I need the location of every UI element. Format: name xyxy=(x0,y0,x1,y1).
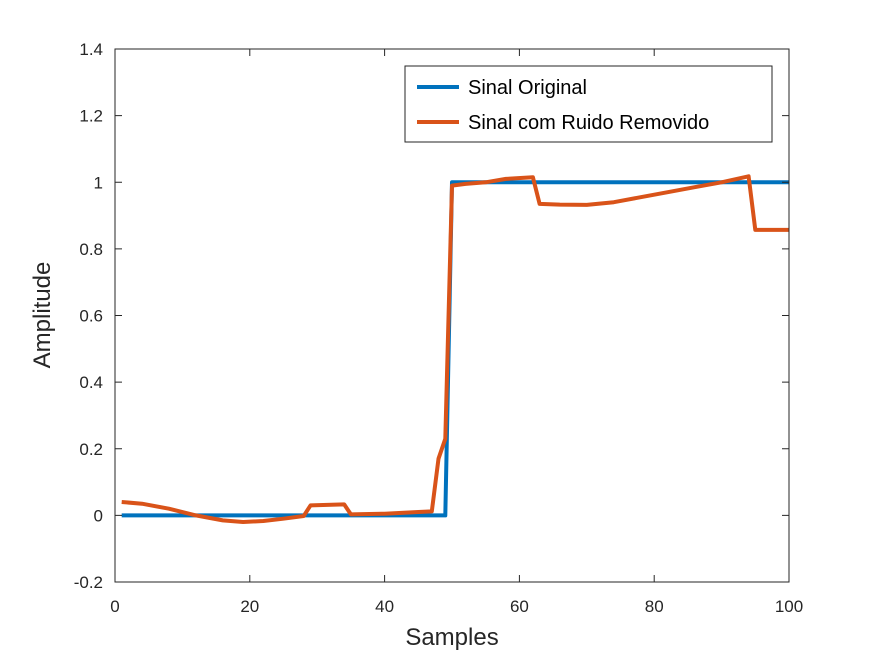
series-layer xyxy=(121,174,789,524)
tick-layer: 0 20 40 60 80 100 -0.2 0 0.2 0.4 0.6 0.8 1 1.2 1.4 xyxy=(74,40,803,616)
x-tick-label: 80 xyxy=(645,597,664,616)
y-tick-label: 1.2 xyxy=(79,107,103,126)
y-tick-label: 0.2 xyxy=(79,440,103,459)
series-line-sinal-com-ruido-removido xyxy=(121,174,789,524)
y-tick-label: 1.4 xyxy=(79,40,103,59)
y-tick-label: 0 xyxy=(94,506,103,525)
y-tick-label: 0.6 xyxy=(79,307,103,326)
legend-label-sinal-com-ruido-removido: Sinal com Ruido Removido xyxy=(468,112,709,134)
x-tick-label: 60 xyxy=(510,597,529,616)
y-tick-label: 0.4 xyxy=(79,373,103,392)
x-tick-label: 40 xyxy=(375,597,394,616)
y-tick-label: -0.2 xyxy=(74,573,103,592)
legend: Sinal Original Sinal com Ruido Removido xyxy=(404,65,773,143)
x-tick-label: 0 xyxy=(110,597,119,616)
x-tick-label: 100 xyxy=(775,597,803,616)
y-tick-label: 0.8 xyxy=(79,240,103,259)
y-axis-label: Amplitude xyxy=(29,262,56,369)
legend-label-sinal-original: Sinal Original xyxy=(468,77,587,99)
legend-box xyxy=(404,65,773,143)
y-tick-label: 1 xyxy=(94,173,103,192)
x-tick-label: 20 xyxy=(240,597,259,616)
x-axis-label: Samples xyxy=(405,624,498,651)
